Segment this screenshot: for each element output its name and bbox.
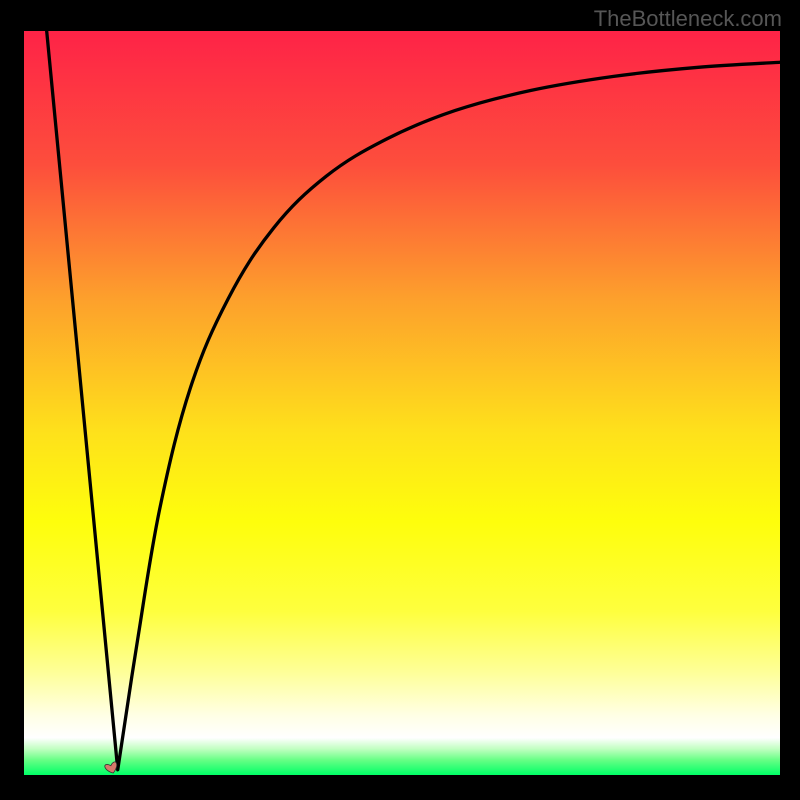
plot-background [24, 31, 780, 775]
bottleneck-chart [0, 0, 800, 800]
watermark-text: TheBottleneck.com [594, 6, 782, 32]
chart-container: TheBottleneck.com [0, 0, 800, 800]
